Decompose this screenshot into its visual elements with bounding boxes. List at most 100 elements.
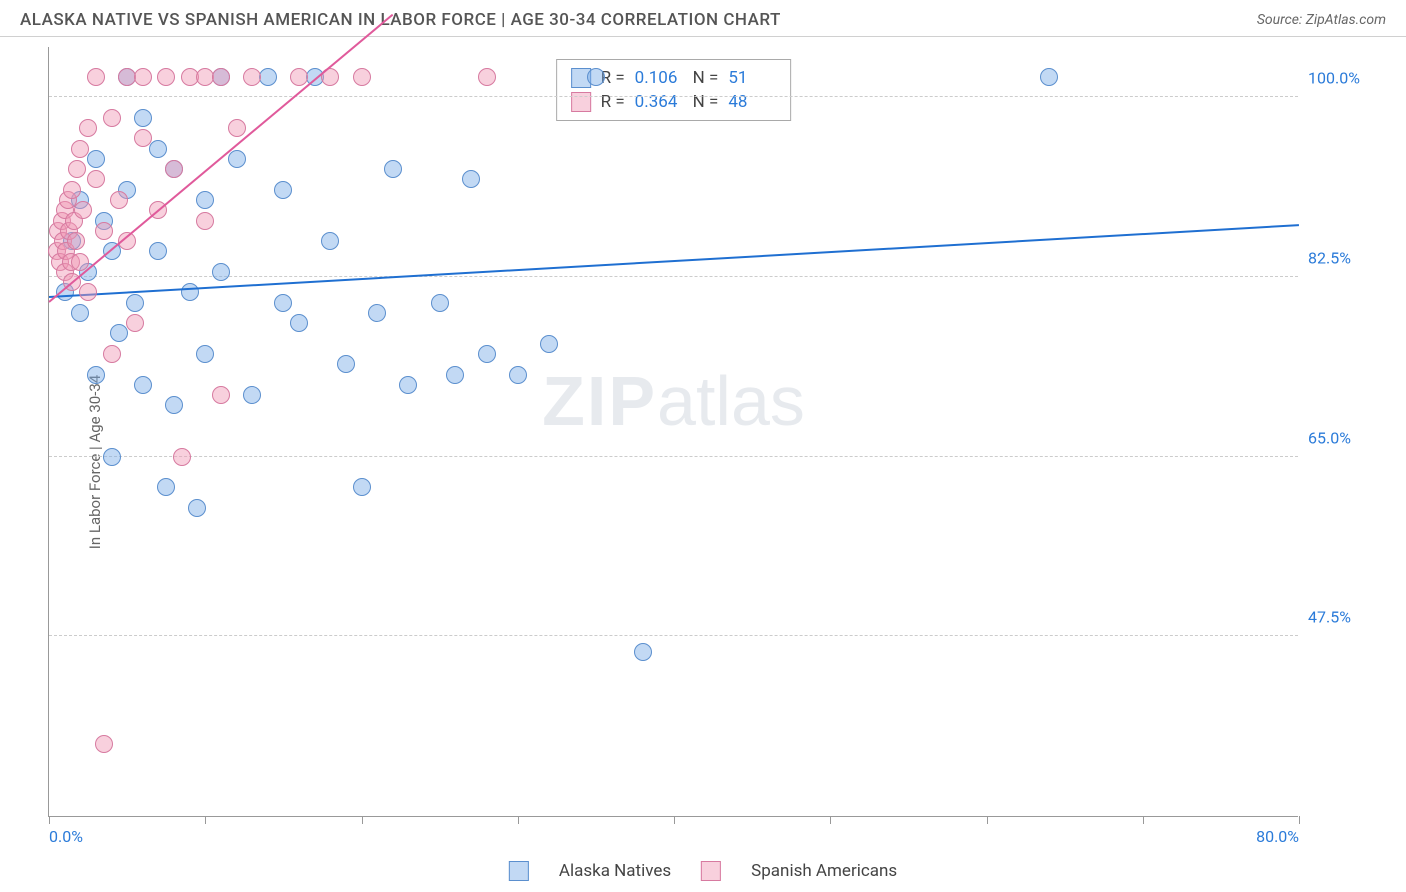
data-point	[103, 345, 121, 363]
data-point	[71, 140, 89, 158]
x-tick	[1299, 816, 1300, 824]
data-point	[103, 109, 121, 127]
data-point	[103, 448, 121, 466]
data-point	[587, 68, 605, 86]
legend-swatch-2	[701, 861, 721, 881]
data-point	[243, 68, 261, 86]
data-point	[67, 232, 85, 250]
data-point	[68, 160, 86, 178]
watermark: ZIPatlas	[542, 361, 805, 441]
data-point	[149, 140, 167, 158]
data-point	[63, 181, 81, 199]
data-point	[274, 294, 292, 312]
data-point	[188, 499, 206, 517]
data-point	[446, 366, 464, 384]
data-point	[74, 201, 92, 219]
data-point	[87, 68, 105, 86]
data-point	[228, 119, 246, 137]
data-point	[431, 294, 449, 312]
gridline	[49, 635, 1298, 636]
data-point	[274, 181, 292, 199]
data-point	[212, 386, 230, 404]
data-point	[353, 478, 371, 496]
data-point	[196, 191, 214, 209]
data-point	[71, 304, 89, 322]
data-point	[228, 150, 246, 168]
data-point	[126, 294, 144, 312]
x-tick	[987, 816, 988, 824]
data-point	[337, 355, 355, 373]
data-point	[79, 283, 97, 301]
data-point	[212, 263, 230, 281]
data-point	[87, 170, 105, 188]
data-point	[134, 109, 152, 127]
legend-label-2: Spanish Americans	[751, 861, 897, 881]
source-label: Source: ZipAtlas.com	[1257, 12, 1386, 28]
x-tick	[830, 816, 831, 824]
data-point	[509, 366, 527, 384]
chart-title: ALASKA NATIVE VS SPANISH AMERICAN IN LAB…	[20, 10, 781, 30]
x-tick-label: 0.0%	[49, 827, 83, 846]
x-tick	[674, 816, 675, 824]
data-point	[321, 232, 339, 250]
n-value-1: 51	[728, 68, 776, 88]
x-tick	[205, 816, 206, 824]
data-point	[173, 448, 191, 466]
data-point	[126, 314, 144, 332]
x-tick	[1143, 816, 1144, 824]
trend-line	[49, 224, 1299, 298]
data-point	[87, 150, 105, 168]
r-value-2: 0.364	[635, 92, 683, 112]
data-point	[157, 478, 175, 496]
data-point	[87, 366, 105, 384]
data-point	[259, 68, 277, 86]
data-point	[181, 283, 199, 301]
data-point	[165, 160, 183, 178]
data-point	[110, 191, 128, 209]
y-tick-label: 65.0%	[1308, 428, 1388, 447]
y-tick-label: 82.5%	[1308, 249, 1388, 268]
data-point	[212, 68, 230, 86]
data-point	[478, 68, 496, 86]
data-point	[399, 376, 417, 394]
y-tick-label: 47.5%	[1308, 608, 1388, 627]
gridline	[49, 456, 1298, 457]
x-tick	[49, 816, 50, 824]
chart-container: In Labor Force | Age 30-34 ZIPatlas R = …	[0, 37, 1406, 887]
legend-swatch-1	[509, 861, 529, 881]
x-tick	[362, 816, 363, 824]
data-point	[243, 386, 261, 404]
data-point	[157, 68, 175, 86]
data-point	[165, 396, 183, 414]
header: ALASKA NATIVE VS SPANISH AMERICAN IN LAB…	[0, 0, 1406, 37]
data-point	[540, 335, 558, 353]
data-point	[290, 68, 308, 86]
data-point	[478, 345, 496, 363]
x-tick-label: 80.0%	[1256, 827, 1299, 846]
data-point	[149, 242, 167, 260]
data-point	[368, 304, 386, 322]
data-point	[95, 222, 113, 240]
data-point	[79, 119, 97, 137]
stats-row-2: R = 0.364 N = 48	[571, 90, 777, 114]
gridline	[49, 96, 1298, 97]
x-tick	[518, 816, 519, 824]
bottom-legend: Alaska Natives Spanish Americans	[509, 861, 897, 881]
n-value-2: 48	[728, 92, 776, 112]
data-point	[134, 68, 152, 86]
plot-area: ZIPatlas R = 0.106 N = 51 R = 0.364 N = …	[48, 47, 1298, 817]
data-point	[462, 170, 480, 188]
y-tick-label: 100.0%	[1308, 69, 1388, 88]
legend-label-1: Alaska Natives	[559, 861, 671, 881]
data-point	[290, 314, 308, 332]
gridline	[49, 276, 1298, 277]
swatch-series-2	[571, 92, 591, 112]
data-point	[110, 324, 128, 342]
data-point	[95, 735, 113, 753]
data-point	[1040, 68, 1058, 86]
data-point	[134, 129, 152, 147]
data-point	[196, 345, 214, 363]
data-point	[634, 643, 652, 661]
data-point	[353, 68, 371, 86]
data-point	[384, 160, 402, 178]
